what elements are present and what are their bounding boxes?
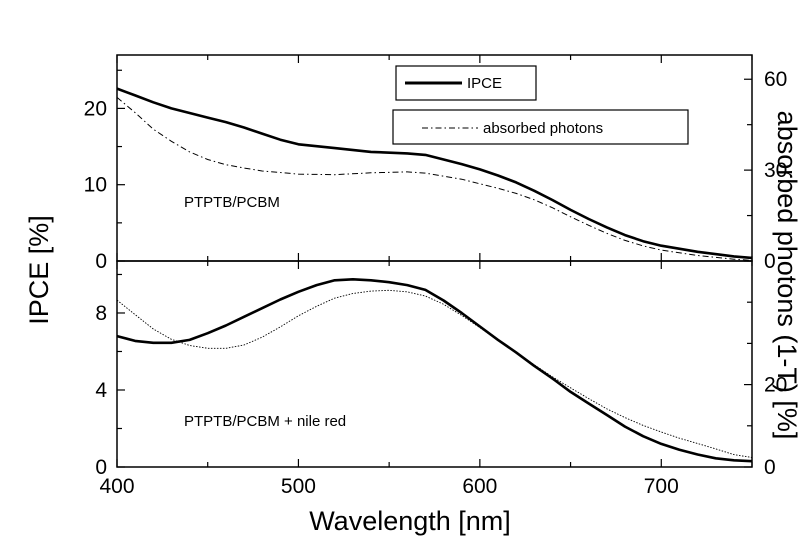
top-panel: 0 10 20 0 30 60	[84, 54, 787, 273]
y-tick-label-right-top: 0	[764, 250, 776, 273]
legend: IPCE absorbed photons	[392, 65, 689, 145]
bottom-panel: 0 4 8 0 20 400 500 600 700	[95, 260, 787, 498]
y-tick-label-right-top: 60	[764, 68, 787, 91]
y-axis-title-right: absorbed photons (1-T) [%]	[772, 111, 800, 440]
series-line-ipce-bottom	[116, 278, 753, 463]
x-tick-label: 500	[281, 475, 316, 498]
annotation-top: PTPTB/PCBM	[184, 194, 280, 211]
y-tick-label-left-top: 10	[84, 174, 107, 197]
x-tick-label: 400	[99, 475, 134, 498]
series-line-absorbed-top	[116, 97, 753, 261]
y-tick-label-left-bottom: 4	[95, 379, 107, 402]
legend-label-absorbed: absorbed photons	[483, 120, 603, 137]
y-tick-label-left-bottom: 0	[95, 456, 107, 479]
y-tick-label-right-top: 30	[764, 159, 787, 182]
legend-label-ipce: IPCE	[467, 75, 502, 92]
y-tick-label-right-bottom: 0	[764, 456, 776, 479]
y-tick-label-left-top: 0	[95, 250, 107, 273]
series-line-absorbed-bottom	[116, 289, 753, 458]
series-line-ipce-top	[116, 87, 753, 260]
annotation-bottom: PTPTB/PCBM + nile red	[184, 413, 346, 430]
legend-box-absorbed	[392, 109, 689, 145]
x-axis-title: Wavelength [nm]	[309, 506, 511, 536]
y-axis-title-left: IPCE [%]	[24, 215, 54, 325]
x-tick-label: 600	[462, 475, 497, 498]
x-tick-label: 700	[644, 475, 679, 498]
plot-frame-bottom	[116, 260, 753, 468]
y-tick-label-left-bottom: 8	[95, 302, 107, 325]
y-tick-label-left-top: 20	[84, 97, 107, 120]
y-tick-label-right-bottom: 20	[764, 374, 787, 397]
